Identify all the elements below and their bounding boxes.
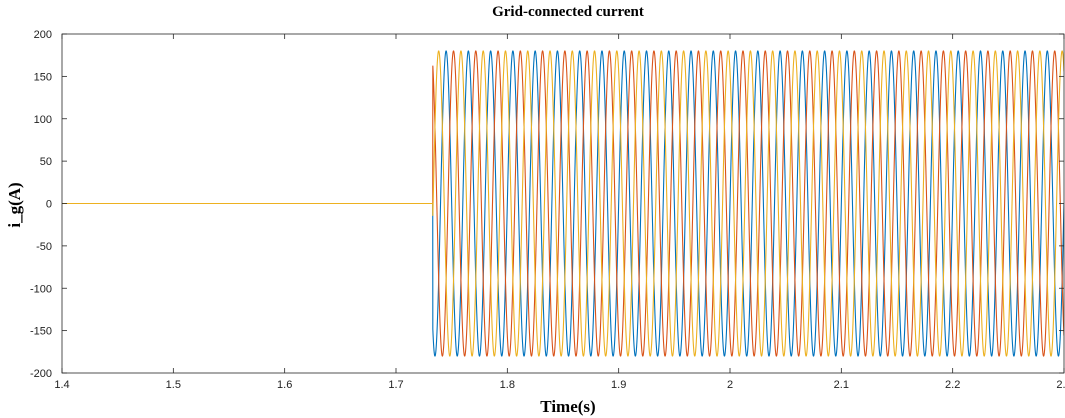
plot-area: [61, 33, 1065, 374]
y-tick-label: -150: [30, 326, 52, 338]
y-tick-label: 200: [34, 29, 52, 41]
series-layer: [62, 50, 1064, 357]
y-tick-label: 0: [46, 199, 52, 211]
x-tick-label: 1.4: [54, 379, 69, 391]
x-tick-label: 2.1: [834, 379, 849, 391]
y-tick-label: -50: [36, 241, 52, 253]
x-tick-label: 2: [727, 379, 733, 391]
x-axis-label: Time(s): [540, 397, 595, 416]
y-axis-ticks: 200 150 100 50 0 -50 -100 -150 -200: [30, 29, 1064, 380]
y-tick-label: -200: [30, 368, 52, 380]
x-tick-label: 1.8: [500, 379, 515, 391]
chart-title: Grid-connected current: [492, 4, 644, 20]
y-tick-label: 100: [34, 114, 52, 126]
y-axis-label: i_g(A): [5, 182, 24, 227]
series-line-3: [62, 50, 1064, 357]
y-tick-label: -100: [30, 283, 52, 295]
x-tick-label: 2.3: [1056, 379, 1065, 391]
x-tick-label: 1.9: [611, 379, 626, 391]
y-tick-label: 50: [40, 156, 52, 168]
x-tick-label: 1.7: [388, 379, 403, 391]
x-axis-ticks: 1.4 1.5 1.6 1.7 1.8 1.9 2 2.1 2.2 2.3: [54, 34, 1065, 391]
x-tick-label: 1.5: [166, 379, 181, 391]
x-tick-label: 1.6: [277, 379, 292, 391]
x-tick-label: 2.2: [945, 379, 960, 391]
y-tick-label: 150: [34, 71, 52, 83]
